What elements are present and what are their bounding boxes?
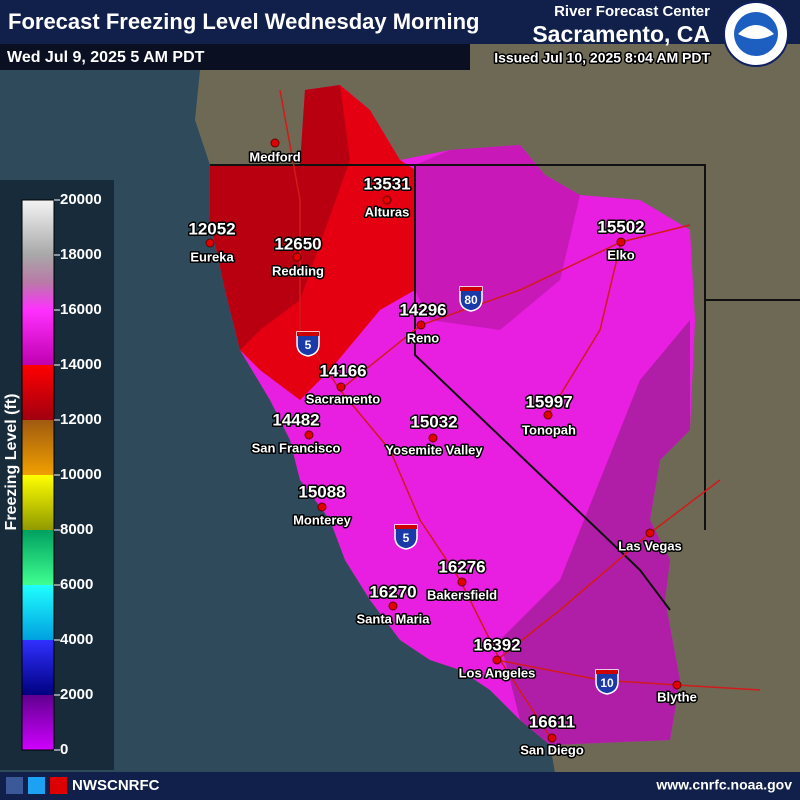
place-name: Blythe xyxy=(657,689,697,704)
station-name: Elko xyxy=(607,247,635,262)
station-dot xyxy=(492,655,502,665)
footer-url[interactable]: www.cnrfc.noaa.gov xyxy=(655,777,792,793)
station-dot xyxy=(388,601,398,611)
station-dot xyxy=(382,195,392,205)
station-value: 16392 xyxy=(473,635,520,654)
legend-tick-label: 18000 xyxy=(60,246,102,263)
highway-label: 80 xyxy=(464,293,478,307)
state-borders xyxy=(210,164,800,611)
shield-top xyxy=(395,525,417,529)
facebook-icon[interactable] xyxy=(6,777,23,794)
station-value: 14296 xyxy=(399,300,446,319)
station-name: Alturas xyxy=(365,204,410,219)
legend-title: Freezing Level (ft) xyxy=(3,394,20,531)
office-line2: Sacramento, CA xyxy=(532,21,710,47)
highway-label: 5 xyxy=(305,338,312,352)
highway-label: 10 xyxy=(600,676,614,690)
legend-tick-label: 16000 xyxy=(60,301,102,318)
station-name: Yosemite Valley xyxy=(385,442,483,457)
place-dot xyxy=(270,138,280,148)
ocean xyxy=(0,70,560,800)
zone-dark-magenta xyxy=(415,145,580,330)
office-line1: River Forecast Center xyxy=(554,3,710,20)
station-dot xyxy=(205,238,215,248)
legend-tick-label: 4000 xyxy=(60,631,93,648)
highway-shield xyxy=(394,524,418,550)
highway-shield xyxy=(296,331,320,357)
place-dot xyxy=(645,528,655,538)
legend-tick-label: 20000 xyxy=(60,191,102,208)
station-name: Tonopah xyxy=(522,422,576,437)
title: Forecast Freezing Level Wednesday Mornin… xyxy=(8,9,480,34)
station-dot xyxy=(543,410,553,420)
station-value: 13531 xyxy=(363,174,410,193)
station-value: 16611 xyxy=(529,712,575,731)
subheader-bar xyxy=(0,44,470,70)
legend-tick-label: 6000 xyxy=(60,576,93,593)
place-dot xyxy=(672,680,682,690)
place-name: Medford xyxy=(249,149,300,164)
issued-time: Issued Jul 10, 2025 8:04 AM PDT xyxy=(494,50,710,66)
station-value: 16270 xyxy=(369,582,416,601)
legend-tick-label: 14000 xyxy=(60,356,102,373)
legend-tick-label: 2000 xyxy=(60,686,93,703)
nws-logo xyxy=(723,1,789,67)
station-name: Eureka xyxy=(190,249,234,264)
twitter-icon[interactable] xyxy=(28,777,45,794)
station-value: 12052 xyxy=(188,219,235,238)
shield-top xyxy=(460,287,482,291)
station-dot xyxy=(616,237,626,247)
station-value: 15502 xyxy=(597,217,644,236)
station-dot xyxy=(428,433,438,443)
station-value: 15997 xyxy=(525,392,572,411)
shield-top xyxy=(297,332,319,336)
station-value: 15032 xyxy=(410,412,457,431)
header-bar xyxy=(0,0,800,44)
color-bar xyxy=(21,199,55,751)
station-dot xyxy=(547,733,557,743)
station-name: Monterey xyxy=(293,512,352,527)
station-name: Los Angeles xyxy=(459,665,536,680)
station-name: San Diego xyxy=(520,742,584,757)
station-dot xyxy=(292,252,302,262)
place-name: Las Vegas xyxy=(618,538,682,553)
station-name: Bakersfield xyxy=(427,587,497,602)
legend-tick-label: 8000 xyxy=(60,521,93,538)
station-value: 14166 xyxy=(319,361,366,380)
legend-tick-label: 0 xyxy=(60,741,68,758)
legend-tick-label: 12000 xyxy=(60,411,102,428)
zone-dark-red xyxy=(210,85,350,350)
legend-tick-label: 10000 xyxy=(60,466,102,483)
highway-label: 5 xyxy=(403,531,410,545)
zone-purple xyxy=(500,320,690,745)
shield-top xyxy=(596,670,618,674)
roads xyxy=(279,89,761,741)
station-dot xyxy=(457,577,467,587)
station-dot xyxy=(416,320,426,330)
footer-handle: NWSCNRFC xyxy=(72,777,160,794)
station-value: 15088 xyxy=(298,482,345,501)
valid-time: Wed Jul 9, 2025 5 AM PDT xyxy=(7,49,205,66)
station-name: San Francisco xyxy=(252,440,341,455)
station-value: 16276 xyxy=(438,557,485,576)
station-name: Santa Maria xyxy=(357,611,431,626)
station-name: Sacramento xyxy=(306,391,380,406)
station-value: 12650 xyxy=(274,234,321,253)
footer-bar xyxy=(0,772,800,800)
highway-shield xyxy=(595,669,619,695)
station-name: Reno xyxy=(407,330,440,345)
station-value: 14482 xyxy=(272,410,319,429)
station-dot xyxy=(336,382,346,392)
station-dot xyxy=(304,430,314,440)
highway-shield xyxy=(459,286,483,312)
station-name: Redding xyxy=(272,263,324,278)
station-dot xyxy=(317,502,327,512)
youtube-icon[interactable] xyxy=(50,777,67,794)
